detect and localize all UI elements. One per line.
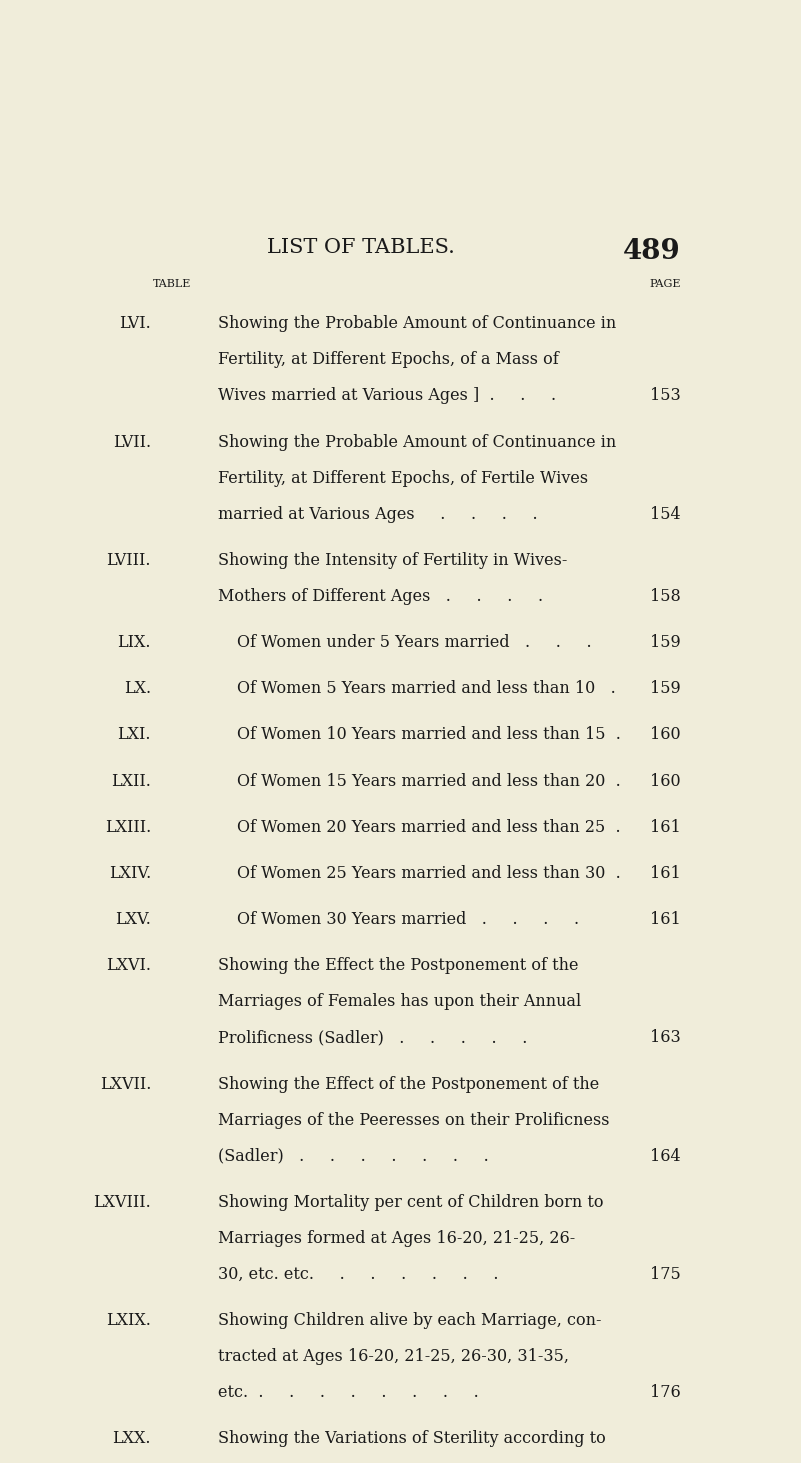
Text: 175: 175 xyxy=(650,1265,681,1283)
Text: 154: 154 xyxy=(650,506,681,522)
Text: 160: 160 xyxy=(650,772,681,790)
Text: 164: 164 xyxy=(650,1148,681,1165)
Text: married at Various Ages     .     .     .     .: married at Various Ages . . . . xyxy=(218,506,537,522)
Text: Marriages of the Peeresses on their Prolificness: Marriages of the Peeresses on their Prol… xyxy=(218,1112,610,1128)
Text: Marriages of Females has upon their Annual: Marriages of Females has upon their Annu… xyxy=(218,993,582,1011)
Text: Showing the Effect of the Postponement of the: Showing the Effect of the Postponement o… xyxy=(218,1075,599,1093)
Text: PAGE: PAGE xyxy=(649,279,681,290)
Text: 161: 161 xyxy=(650,865,681,882)
Text: (Sadler)   .     .     .     .     .     .     .: (Sadler) . . . . . . . xyxy=(218,1148,489,1165)
Text: LXIV.: LXIV. xyxy=(109,865,151,882)
Text: 489: 489 xyxy=(623,237,681,265)
Text: Of Women 20 Years married and less than 25  .: Of Women 20 Years married and less than … xyxy=(237,819,620,835)
Text: Fertility, at Different Epochs, of a Mass of: Fertility, at Different Epochs, of a Mas… xyxy=(218,351,559,369)
Text: 30, etc. etc.     .     .     .     .     .     .: 30, etc. etc. . . . . . . xyxy=(218,1265,498,1283)
Text: 153: 153 xyxy=(650,388,681,404)
Text: Showing the Effect the Postponement of the: Showing the Effect the Postponement of t… xyxy=(218,957,578,974)
Text: LXVIII.: LXVIII. xyxy=(93,1194,151,1211)
Text: 158: 158 xyxy=(650,588,681,604)
Text: LXII.: LXII. xyxy=(111,772,151,790)
Text: Of Women 10 Years married and less than 15  .: Of Women 10 Years married and less than … xyxy=(237,727,621,743)
Text: Showing the Probable Amount of Continuance in: Showing the Probable Amount of Continuan… xyxy=(218,315,616,332)
Text: LXX.: LXX. xyxy=(112,1431,151,1447)
Text: 161: 161 xyxy=(650,911,681,928)
Text: Showing the Intensity of Fertility in Wives-: Showing the Intensity of Fertility in Wi… xyxy=(218,552,567,569)
Text: LVI.: LVI. xyxy=(119,315,151,332)
Text: Of Women 25 Years married and less than 30  .: Of Women 25 Years married and less than … xyxy=(237,865,621,882)
Text: LIST OF TABLES.: LIST OF TABLES. xyxy=(267,237,455,256)
Text: Of Women 15 Years married and less than 20  .: Of Women 15 Years married and less than … xyxy=(237,772,621,790)
Text: LXVII.: LXVII. xyxy=(99,1075,151,1093)
Text: LX.: LX. xyxy=(124,680,151,698)
Text: TABLE: TABLE xyxy=(153,279,191,290)
Text: LXIII.: LXIII. xyxy=(105,819,151,835)
Text: Showing the Variations of Sterility according to: Showing the Variations of Sterility acco… xyxy=(218,1431,606,1447)
Text: Showing the Probable Amount of Continuance in: Showing the Probable Amount of Continuan… xyxy=(218,433,616,451)
Text: Of Women under 5 Years married   .     .     .: Of Women under 5 Years married . . . xyxy=(237,633,591,651)
Text: Of Women 30 Years married   .     .     .     .: Of Women 30 Years married . . . . xyxy=(237,911,579,928)
Text: Fertility, at Different Epochs, of Fertile Wives: Fertility, at Different Epochs, of Ferti… xyxy=(218,470,588,487)
Text: 176: 176 xyxy=(650,1384,681,1402)
Text: tracted at Ages 16-20, 21-25, 26-30, 31-35,: tracted at Ages 16-20, 21-25, 26-30, 31-… xyxy=(218,1349,569,1365)
Text: LXV.: LXV. xyxy=(115,911,151,928)
Text: Of Women 5 Years married and less than 10   .: Of Women 5 Years married and less than 1… xyxy=(237,680,615,698)
Text: Mothers of Different Ages   .     .     .     .: Mothers of Different Ages . . . . xyxy=(218,588,543,604)
Text: LXI.: LXI. xyxy=(118,727,151,743)
Text: Showing Children alive by each Marriage, con-: Showing Children alive by each Marriage,… xyxy=(218,1312,602,1330)
Text: 159: 159 xyxy=(650,633,681,651)
Text: 160: 160 xyxy=(650,727,681,743)
Text: LVIII.: LVIII. xyxy=(107,552,151,569)
Text: LXIX.: LXIX. xyxy=(107,1312,151,1330)
Text: LXVI.: LXVI. xyxy=(106,957,151,974)
Text: 163: 163 xyxy=(650,1030,681,1046)
Text: 159: 159 xyxy=(650,680,681,698)
Text: etc.  .     .     .     .     .     .     .     .: etc. . . . . . . . . xyxy=(218,1384,479,1402)
Text: 161: 161 xyxy=(650,819,681,835)
Text: Prolificness (Sadler)   .     .     .     .     .: Prolificness (Sadler) . . . . . xyxy=(218,1030,527,1046)
Text: Showing Mortality per cent of Children born to: Showing Mortality per cent of Children b… xyxy=(218,1194,604,1211)
Text: Wives married at Various Ages ]  .     .     .: Wives married at Various Ages ] . . . xyxy=(218,388,556,404)
Text: LVII.: LVII. xyxy=(113,433,151,451)
Text: LIX.: LIX. xyxy=(118,633,151,651)
Text: Marriages formed at Ages 16-20, 21-25, 26-: Marriages formed at Ages 16-20, 21-25, 2… xyxy=(218,1230,575,1246)
